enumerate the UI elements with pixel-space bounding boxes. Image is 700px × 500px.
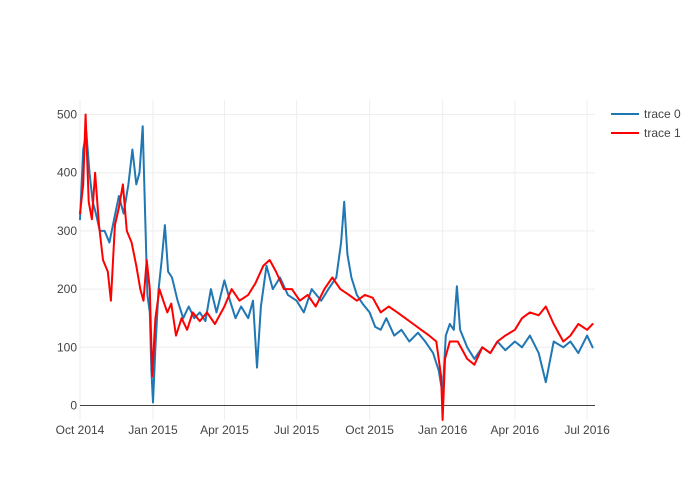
y-axis-ticks: 0 100 200 300 400 500 [57,108,77,413]
legend-item-1[interactable]: trace 1 [611,126,681,140]
x-tick-label: Jul 2015 [274,423,320,437]
y-tick-label: 300 [57,224,77,238]
legend-item-0[interactable]: trace 0 [611,107,681,121]
x-tick-label: Oct 2015 [345,423,394,437]
legend-label: trace 0 [644,107,681,121]
legend-label: trace 1 [644,126,681,140]
legend[interactable]: trace 0 trace 1 [611,107,681,140]
x-tick-label: Apr 2016 [491,423,540,437]
x-gridlines [79,100,588,420]
series-line-1 [79,113,594,421]
y-tick-label: 0 [70,398,77,412]
series-layer [79,113,594,421]
y-tick-label: 200 [57,282,77,296]
x-tick-label: Jan 2016 [418,423,468,437]
y-tick-label: 400 [57,166,77,180]
x-tick-label: Jan 2015 [128,423,178,437]
x-tick-label: Oct 2014 [56,423,105,437]
x-tick-label: Apr 2015 [200,423,249,437]
x-tick-label: Jul 2016 [564,423,610,437]
y-tick-label: 100 [57,340,77,354]
y-tick-label: 500 [57,108,77,122]
x-axis-ticks: Oct 2014 Jan 2015 Apr 2015 Jul 2015 Oct 2015… [56,423,610,437]
series-line-0 [79,125,594,404]
